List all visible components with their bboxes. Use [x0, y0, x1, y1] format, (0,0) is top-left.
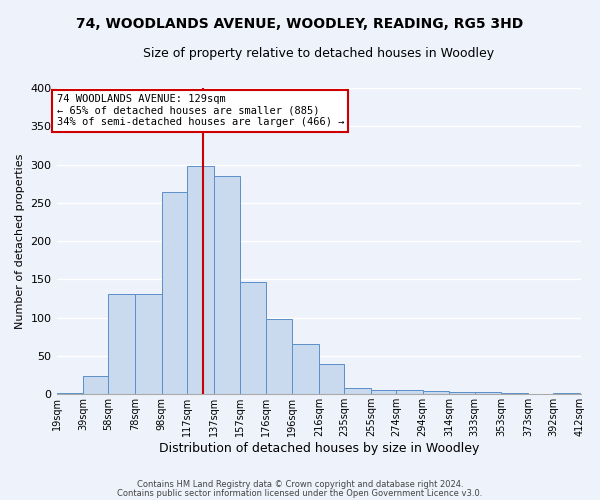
Bar [475, 392, 501, 394]
X-axis label: Distribution of detached houses by size in Woodley: Distribution of detached houses by size … [158, 442, 479, 455]
Y-axis label: Number of detached properties: Number of detached properties [15, 154, 25, 329]
Bar [396, 390, 423, 394]
Bar [135, 294, 162, 394]
Bar [319, 364, 344, 394]
Title: Size of property relative to detached houses in Woodley: Size of property relative to detached ho… [143, 48, 494, 60]
Bar [214, 176, 240, 394]
Bar [240, 282, 266, 394]
Bar [83, 376, 109, 394]
Bar [162, 192, 187, 394]
Bar [187, 166, 214, 394]
Text: Contains public sector information licensed under the Open Government Licence v3: Contains public sector information licen… [118, 488, 482, 498]
Bar [449, 392, 475, 394]
Bar [344, 388, 371, 394]
Bar [292, 344, 319, 394]
Text: 74 WOODLANDS AVENUE: 129sqm
← 65% of detached houses are smaller (885)
34% of se: 74 WOODLANDS AVENUE: 129sqm ← 65% of det… [56, 94, 344, 128]
Bar [109, 294, 135, 394]
Bar [423, 391, 449, 394]
Bar [553, 392, 580, 394]
Bar [266, 319, 292, 394]
Bar [371, 390, 396, 394]
Text: 74, WOODLANDS AVENUE, WOODLEY, READING, RG5 3HD: 74, WOODLANDS AVENUE, WOODLEY, READING, … [76, 18, 524, 32]
Bar [56, 392, 83, 394]
Text: Contains HM Land Registry data © Crown copyright and database right 2024.: Contains HM Land Registry data © Crown c… [137, 480, 463, 489]
